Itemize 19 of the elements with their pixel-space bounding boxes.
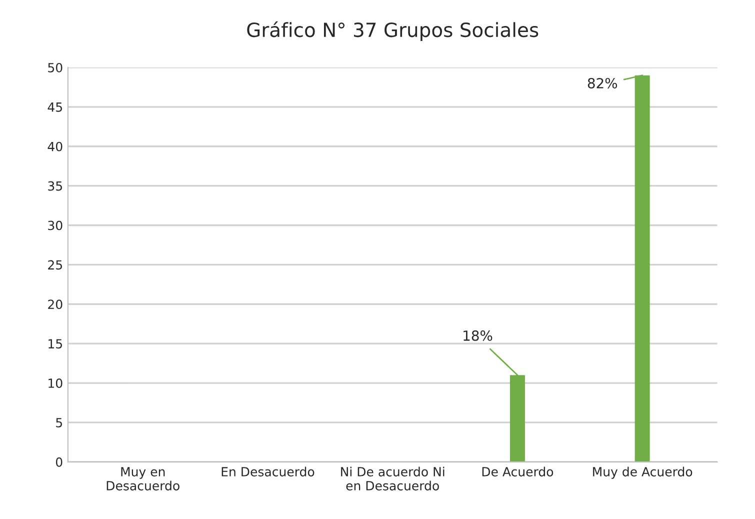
y-tick-label: 40 bbox=[48, 142, 62, 152]
y-tick-label: 30 bbox=[48, 220, 62, 230]
y-tick-label: 10 bbox=[48, 378, 62, 388]
chart-title: Gráfico N° 37 Grupos Sociales bbox=[247, 21, 538, 41]
y-tick-label: 0 bbox=[56, 457, 62, 467]
annotation: 18% bbox=[464, 330, 492, 341]
x-tick-label: Muy de Acuerdo bbox=[593, 466, 692, 479]
x-tick-label: De Acuerdo bbox=[482, 466, 554, 476]
y-tick-label: 15 bbox=[48, 339, 62, 349]
x-tick-label: Ni De acuerdo Ni en Desacuerdo bbox=[341, 466, 444, 490]
y-tick-label: 25 bbox=[48, 260, 62, 270]
y-tick-label: 20 bbox=[48, 300, 62, 310]
y-tick-label: 5 bbox=[56, 418, 62, 428]
y-tick-label: 35 bbox=[48, 181, 62, 191]
annotation: 82% bbox=[588, 78, 618, 88]
x-tick-label: En Desacuerdo bbox=[222, 466, 314, 476]
y-tick-label: 45 bbox=[48, 102, 62, 112]
y-tick-label: 50 bbox=[48, 62, 62, 72]
x-tick-label: Muy en Desacuerdo bbox=[106, 467, 180, 490]
